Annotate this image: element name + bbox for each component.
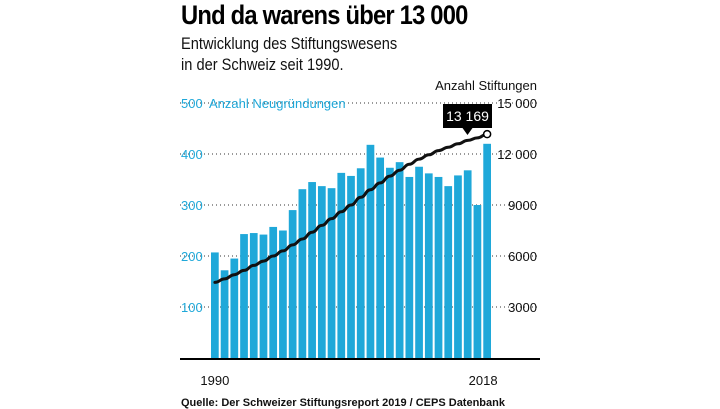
left-axis-ticks: 100 200 300 400 500 — [181, 96, 203, 315]
bar-2006 — [366, 144, 375, 358]
bar-1994 — [249, 233, 258, 358]
right-tick-4: 15 000 — [497, 96, 537, 111]
bar-2003 — [337, 172, 346, 358]
bar-2010 — [405, 176, 414, 358]
bar-2009 — [395, 162, 404, 358]
bar-2008 — [386, 167, 394, 358]
left-tick-200: 200 — [181, 249, 203, 264]
callout-box — [443, 104, 492, 128]
right-tick-2: 9000 — [508, 198, 537, 213]
x-tick-label-start: 1990 — [200, 373, 229, 388]
callout-pointer — [462, 128, 473, 135]
bar-2007 — [376, 157, 385, 358]
bar-1995 — [259, 234, 268, 358]
left-tick-300: 300 — [181, 198, 203, 213]
callout-label: 13 169 — [446, 108, 489, 124]
bar-1992 — [230, 258, 239, 358]
chart-title: Und da warens über 13 000 — [181, 0, 468, 30]
bar-2018 — [483, 143, 491, 358]
right-axis-ticks: 3000 6000 9000 12 000 15 000 — [497, 96, 537, 315]
subtitle-line-2: in der Schweiz seit 1990. — [181, 55, 344, 74]
right-tick-1: 6000 — [508, 249, 537, 264]
bar-1997 — [279, 230, 287, 358]
bar-2000 — [308, 182, 316, 358]
bar-1990 — [211, 252, 219, 358]
right-tick-3: 12 000 — [497, 147, 537, 162]
bar-2011 — [415, 166, 423, 358]
bar-series — [211, 143, 491, 358]
x-tick-label-end: 2018 — [469, 373, 498, 388]
bar-2005 — [356, 168, 365, 358]
bar-2001 — [317, 186, 326, 358]
right-tick-0: 3000 — [508, 300, 537, 315]
foundations-total-line — [213, 132, 489, 284]
bar-2013 — [434, 176, 443, 358]
bar-2004 — [347, 175, 355, 358]
left-axis-label: Anzahl Neugründungen — [209, 96, 346, 111]
bar-1999 — [298, 189, 307, 358]
bar-1993 — [240, 234, 248, 358]
right-axis-label: Anzahl Stiftungen — [435, 78, 537, 93]
bar-2002 — [327, 188, 336, 358]
bar-1991 — [220, 270, 229, 358]
total-callout: 13 169 — [443, 104, 492, 139]
bar-1998 — [288, 210, 297, 358]
left-tick-400: 400 — [181, 147, 203, 162]
bar-2016 — [463, 170, 472, 358]
bar-2017 — [473, 205, 482, 358]
source-note: Quelle: Der Schweizer Stiftungsreport 20… — [181, 397, 505, 409]
bar-2012 — [424, 173, 433, 358]
bar-2015 — [454, 175, 462, 358]
left-tick-500: 500 — [181, 96, 203, 111]
subtitle-line-1: Entwicklung des Stiftungswesens — [181, 34, 398, 53]
bar-1996 — [269, 226, 278, 358]
chart-subtitle: Entwicklung des Stiftungswesens in der S… — [181, 33, 397, 75]
left-tick-100: 100 — [181, 300, 203, 315]
endpoint-marker — [482, 129, 492, 139]
bar-2014 — [444, 186, 453, 358]
